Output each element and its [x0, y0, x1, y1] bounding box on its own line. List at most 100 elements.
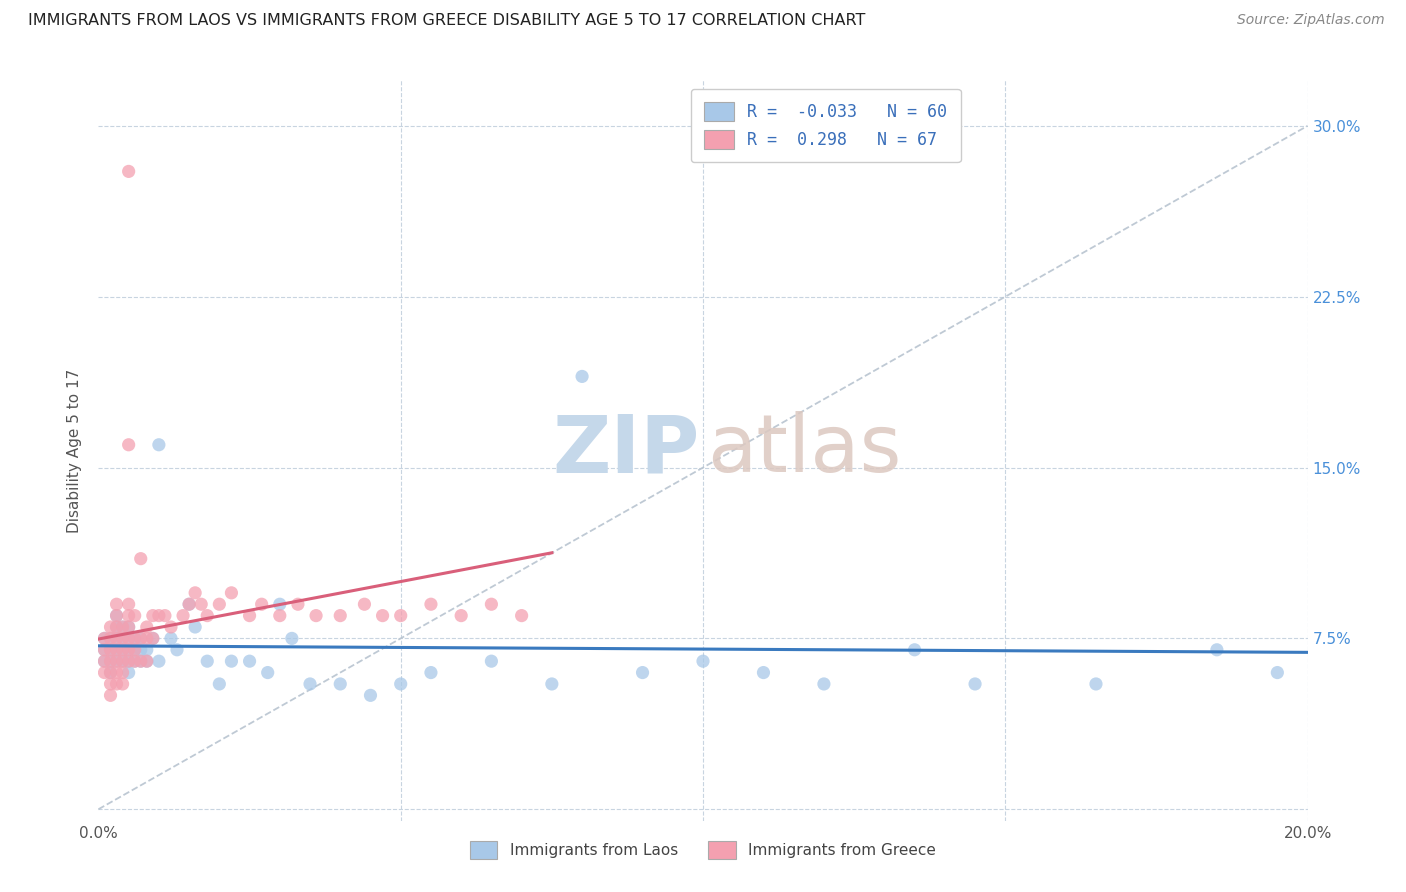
Point — [135, 620, 157, 634]
Point — [184, 620, 207, 634]
Point — [111, 654, 134, 668]
Point — [195, 608, 218, 623]
Point — [540, 677, 562, 691]
Point — [172, 608, 194, 623]
Point — [129, 632, 152, 646]
Point — [305, 608, 328, 623]
Point — [105, 632, 128, 646]
Point — [105, 608, 128, 623]
Point — [160, 620, 183, 634]
Point — [692, 654, 714, 668]
Point — [129, 654, 152, 668]
Point — [100, 677, 122, 691]
Point — [105, 654, 128, 668]
Point — [135, 632, 157, 646]
Point — [100, 632, 122, 646]
Point — [135, 654, 157, 668]
Point — [111, 632, 134, 646]
Point — [124, 608, 146, 623]
Point — [256, 665, 278, 680]
Point — [111, 642, 134, 657]
Point — [190, 597, 212, 611]
Point — [329, 608, 352, 623]
Point — [100, 689, 122, 703]
Point — [124, 642, 146, 657]
Point — [221, 586, 243, 600]
Legend: Immigrants from Laos, Immigrants from Greece: Immigrants from Laos, Immigrants from Gr… — [464, 835, 942, 865]
Point — [1267, 665, 1289, 680]
Point — [124, 654, 146, 668]
Point — [100, 654, 122, 668]
Point — [148, 608, 170, 623]
Point — [124, 642, 146, 657]
Point — [100, 665, 122, 680]
Point — [481, 654, 503, 668]
Point — [184, 586, 207, 600]
Point — [111, 642, 134, 657]
Point — [153, 608, 176, 623]
Point — [124, 654, 146, 668]
Point — [93, 654, 115, 668]
Point — [111, 620, 134, 634]
Point — [124, 632, 146, 646]
Point — [148, 654, 170, 668]
Point — [208, 677, 231, 691]
Point — [166, 642, 188, 657]
Point — [281, 632, 304, 646]
Point — [105, 620, 128, 634]
Point — [93, 642, 115, 657]
Text: IMMIGRANTS FROM LAOS VS IMMIGRANTS FROM GREECE DISABILITY AGE 5 TO 17 CORRELATIO: IMMIGRANTS FROM LAOS VS IMMIGRANTS FROM … — [28, 13, 866, 29]
Point — [179, 597, 201, 611]
Point — [118, 654, 141, 668]
Point — [111, 620, 134, 634]
Point — [118, 654, 141, 668]
Point — [752, 665, 775, 680]
Point — [105, 642, 128, 657]
Point — [118, 597, 141, 611]
Point — [450, 608, 472, 623]
Point — [100, 620, 122, 634]
Point — [1085, 677, 1108, 691]
Text: Source: ZipAtlas.com: Source: ZipAtlas.com — [1237, 13, 1385, 28]
Point — [179, 597, 201, 611]
Point — [118, 608, 141, 623]
Point — [371, 608, 394, 623]
Point — [160, 632, 183, 646]
Point — [631, 665, 654, 680]
Point — [118, 665, 141, 680]
Point — [129, 551, 152, 566]
Point — [118, 620, 141, 634]
Point — [389, 608, 412, 623]
Point — [93, 632, 115, 646]
Point — [420, 597, 443, 611]
Point — [250, 597, 273, 611]
Point — [118, 620, 141, 634]
Point — [118, 438, 141, 452]
Point — [105, 608, 128, 623]
Point — [148, 438, 170, 452]
Point — [510, 608, 533, 623]
Point — [142, 608, 165, 623]
Point — [100, 642, 122, 657]
Text: atlas: atlas — [707, 411, 901, 490]
Point — [100, 665, 122, 680]
Point — [105, 654, 128, 668]
Point — [269, 597, 291, 611]
Point — [221, 654, 243, 668]
Point — [129, 654, 152, 668]
Point — [100, 654, 122, 668]
Point — [118, 642, 141, 657]
Point — [813, 677, 835, 691]
Point — [481, 597, 503, 611]
Point — [195, 654, 218, 668]
Point — [239, 608, 262, 623]
Point — [111, 677, 134, 691]
Point — [329, 677, 352, 691]
Point — [208, 597, 231, 611]
Point — [965, 677, 987, 691]
Point — [118, 642, 141, 657]
Point — [269, 608, 291, 623]
Point — [571, 369, 593, 384]
Y-axis label: Disability Age 5 to 17: Disability Age 5 to 17 — [67, 368, 83, 533]
Point — [129, 642, 152, 657]
